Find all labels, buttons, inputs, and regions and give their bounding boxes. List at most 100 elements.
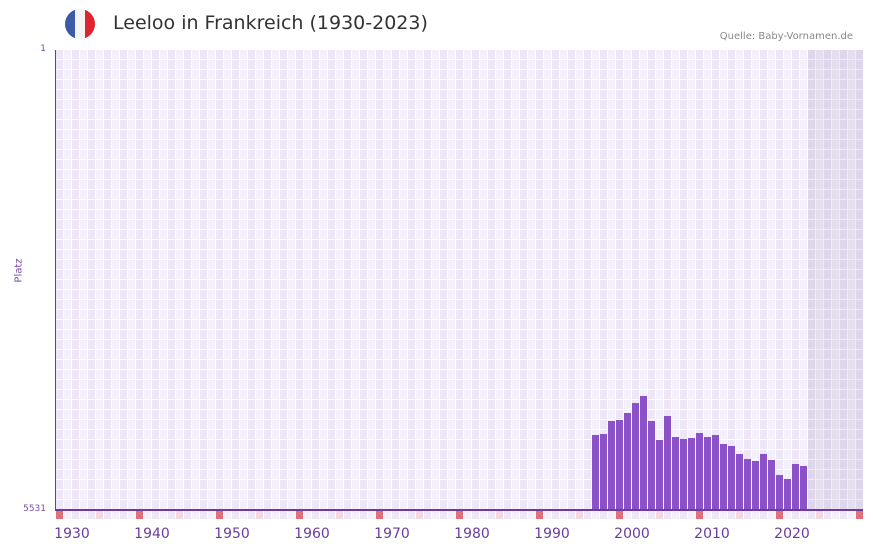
year-tick — [240, 511, 247, 519]
year-tick — [488, 511, 495, 519]
year-tick — [808, 511, 815, 519]
year-tick — [400, 511, 407, 519]
year-tick — [704, 511, 711, 519]
bar-2015[interactable] — [736, 454, 743, 510]
bar-2010[interactable] — [696, 432, 703, 510]
bar-2001[interactable] — [624, 413, 631, 510]
year-tick — [112, 511, 119, 519]
year-tick-row — [56, 511, 863, 519]
year-tick — [688, 511, 695, 519]
year-tick — [72, 511, 79, 519]
y-axis-line — [55, 50, 56, 511]
year-tick — [520, 511, 527, 519]
year-tick — [632, 511, 639, 519]
bar-2009[interactable] — [688, 437, 695, 510]
year-tick — [848, 511, 855, 519]
year-tick — [96, 511, 103, 519]
bar-2002[interactable] — [632, 402, 639, 510]
source-link[interactable]: Quelle: Baby-Vornamen.de — [719, 31, 853, 42]
x-tick-label: 1990 — [534, 526, 570, 542]
bar-2011[interactable] — [704, 436, 711, 510]
year-tick — [256, 511, 263, 519]
year-tick — [248, 511, 255, 519]
year-tick — [712, 511, 719, 519]
year-tick — [616, 511, 623, 519]
year-tick — [496, 511, 503, 519]
year-tick — [88, 511, 95, 519]
x-tick-label: 2010 — [694, 526, 730, 542]
year-tick — [328, 511, 335, 519]
year-tick — [472, 511, 479, 519]
year-tick — [464, 511, 471, 519]
year-tick — [56, 511, 63, 519]
year-tick — [624, 511, 631, 519]
year-tick — [576, 511, 583, 519]
x-tick-label: 1930 — [54, 526, 90, 542]
year-tick — [840, 511, 847, 519]
year-tick — [448, 511, 455, 519]
bar-2018[interactable] — [760, 454, 767, 510]
year-tick — [392, 511, 399, 519]
year-tick — [368, 511, 375, 519]
year-tick — [768, 511, 775, 519]
year-tick — [456, 511, 463, 519]
bar-2019[interactable] — [768, 460, 775, 510]
bar-2022[interactable] — [792, 464, 799, 510]
year-tick — [336, 511, 343, 519]
year-tick — [648, 511, 655, 519]
year-tick — [560, 511, 567, 519]
year-tick — [264, 511, 271, 519]
year-tick — [792, 511, 799, 519]
bar-2005[interactable] — [656, 440, 663, 510]
year-tick — [288, 511, 295, 519]
bar-2013[interactable] — [720, 444, 727, 510]
grid — [56, 50, 863, 510]
year-tick — [664, 511, 671, 519]
year-tick — [184, 511, 191, 519]
flag-blue — [65, 9, 75, 39]
bar-2006[interactable] — [664, 416, 671, 510]
flag-red — [85, 9, 95, 39]
year-tick — [104, 511, 111, 519]
year-tick — [272, 511, 279, 519]
year-tick — [408, 511, 415, 519]
year-tick — [672, 511, 679, 519]
bar-2003[interactable] — [640, 395, 647, 510]
bar-1997[interactable] — [592, 434, 599, 510]
year-tick — [296, 511, 303, 519]
france-flag-icon — [65, 9, 95, 39]
bar-2023[interactable] — [800, 466, 807, 510]
year-tick — [528, 511, 535, 519]
bar-2016[interactable] — [744, 459, 751, 510]
year-tick — [208, 511, 215, 519]
x-tick-label: 1980 — [454, 526, 490, 542]
bar-1998[interactable] — [600, 433, 607, 510]
year-tick — [416, 511, 423, 519]
year-tick — [480, 511, 487, 519]
year-tick — [656, 511, 663, 519]
bar-1999[interactable] — [608, 421, 615, 510]
y-tick-top: 1 — [40, 44, 46, 54]
year-tick — [752, 511, 759, 519]
y-axis-title: Platz — [13, 258, 25, 283]
bar-2021[interactable] — [784, 479, 791, 510]
year-tick — [592, 511, 599, 519]
year-tick — [600, 511, 607, 519]
bar-2000[interactable] — [616, 420, 623, 510]
bar-2014[interactable] — [728, 446, 735, 510]
year-tick — [128, 511, 135, 519]
year-tick — [816, 511, 823, 519]
year-tick — [352, 511, 359, 519]
year-tick — [432, 511, 439, 519]
chart-title: Leeloo in Frankreich (1930-2023) — [113, 12, 428, 34]
bar-2008[interactable] — [680, 438, 687, 510]
year-tick — [536, 511, 543, 519]
bar-2017[interactable] — [752, 461, 759, 510]
year-tick — [376, 511, 383, 519]
year-tick — [344, 511, 351, 519]
bar-2004[interactable] — [648, 421, 655, 510]
bar-2007[interactable] — [672, 436, 679, 510]
plot-area — [56, 50, 863, 510]
bar-2012[interactable] — [712, 434, 719, 510]
bar-2020[interactable] — [776, 475, 783, 510]
